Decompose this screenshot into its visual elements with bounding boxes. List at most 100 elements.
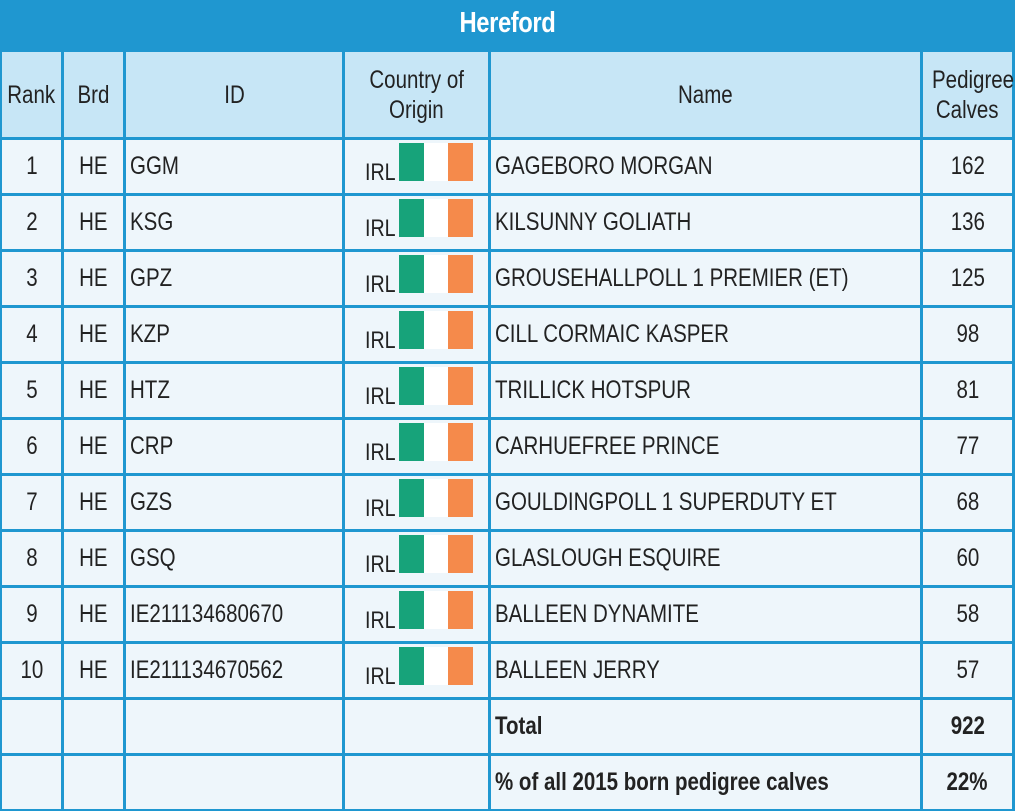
- country-code: IRL: [365, 663, 396, 690]
- flag-green-band: [399, 535, 424, 573]
- origin-cell: IRL: [345, 196, 491, 252]
- calves-cell: 77: [923, 420, 1012, 476]
- rank-cell: 6: [2, 420, 64, 476]
- table-row: 1 HE GGM IRL GAGEBORO MORGAN 162: [2, 140, 1012, 196]
- rank-cell: 9: [2, 588, 64, 644]
- id-cell: KSG: [126, 196, 345, 252]
- name-cell: BALLEEN DYNAMITE: [491, 588, 923, 644]
- percent-label: % of all 2015 born pedigree calves: [491, 756, 923, 809]
- rank-cell: 3: [2, 252, 64, 308]
- calves-cell: 125: [923, 252, 1012, 308]
- rank-cell: 1: [2, 140, 64, 196]
- flag-orange-band: [448, 423, 474, 461]
- flag-green-band: [399, 479, 424, 517]
- flag-white-band: [423, 311, 449, 349]
- calves-cell: 68: [923, 476, 1012, 532]
- ireland-flag-icon: [399, 199, 474, 237]
- name-cell: CILL CORMAIC KASPER: [491, 308, 923, 364]
- origin-cell: IRL: [345, 252, 491, 308]
- country-code: IRL: [365, 383, 396, 410]
- total-label: Total: [491, 700, 923, 756]
- table-row: 9 HE IE211134680670 IRL BALLEEN DYNAMITE 58: [2, 588, 1012, 644]
- country-code: IRL: [365, 327, 396, 354]
- flag-orange-band: [448, 199, 474, 237]
- flag-orange-band: [448, 255, 474, 293]
- header-rank: Rank: [2, 52, 64, 140]
- percent-value: 22%: [923, 756, 1012, 809]
- id-cell: GGM: [126, 140, 345, 196]
- origin-cell: IRL: [345, 588, 491, 644]
- id-cell: KZP: [126, 308, 345, 364]
- ireland-flag-icon: [399, 143, 474, 181]
- header-name: Name: [491, 52, 923, 140]
- flag-white-band: [423, 535, 449, 573]
- header-brd: Brd: [64, 52, 126, 140]
- flag-green-band: [399, 143, 424, 181]
- rank-cell: 4: [2, 308, 64, 364]
- brd-cell: HE: [64, 588, 126, 644]
- id-cell: GZS: [126, 476, 345, 532]
- name-cell: GAGEBORO MORGAN: [491, 140, 923, 196]
- flag-green-band: [399, 367, 424, 405]
- flag-green-band: [399, 423, 424, 461]
- brd-cell: HE: [64, 196, 126, 252]
- flag-green-band: [399, 255, 424, 293]
- calves-cell: 58: [923, 588, 1012, 644]
- origin-cell: IRL: [345, 476, 491, 532]
- brd-cell: HE: [64, 308, 126, 364]
- table-title: Hereford: [459, 7, 556, 39]
- flag-green-band: [399, 199, 424, 237]
- header-row: Rank Brd ID Country of Origin Name Pedig…: [2, 52, 1014, 140]
- flag-orange-band: [448, 479, 474, 517]
- table-row: 10 HE IE211134670562 IRL BALLEEN JERRY 57: [2, 644, 1012, 700]
- name-cell: TRILLICK HOTSPUR: [491, 364, 923, 420]
- flag-green-band: [399, 647, 424, 685]
- origin-cell: IRL: [345, 308, 491, 364]
- calves-cell: 162: [923, 140, 1012, 196]
- id-cell: GSQ: [126, 532, 345, 588]
- id-cell: IE211134680670: [126, 588, 345, 644]
- table-row: 6 HE CRP IRL CARHUEFREE PRINCE 77: [2, 420, 1012, 476]
- table-row: 7 HE GZS IRL GOULDINGPOLL 1 SUPERDUTY ET 68: [2, 476, 1012, 532]
- total-row: Total 922: [2, 700, 1012, 756]
- ireland-flag-icon: [399, 479, 474, 517]
- table-row: 3 HE GPZ IRL GROUSEHALLPOLL 1 PREMIER (ET) 12…: [2, 252, 1012, 308]
- percent-row: % of all 2015 born pedigree calves 22%: [2, 756, 1012, 809]
- country-code: IRL: [365, 159, 396, 186]
- flag-white-band: [423, 367, 449, 405]
- flag-orange-band: [448, 143, 474, 181]
- ireland-flag-icon: [399, 311, 474, 349]
- rank-cell: 8: [2, 532, 64, 588]
- table-row: 4 HE KZP IRL CILL CORMAIC KASPER 98: [2, 308, 1012, 364]
- calves-cell: 60: [923, 532, 1012, 588]
- origin-cell: IRL: [345, 420, 491, 476]
- rank-cell: 5: [2, 364, 64, 420]
- flag-white-band: [423, 143, 449, 181]
- calves-cell: 98: [923, 308, 1012, 364]
- ireland-flag-icon: [399, 535, 474, 573]
- brd-cell: HE: [64, 252, 126, 308]
- sire-table: Rank Brd ID Country of Origin Name Pedig…: [2, 52, 1014, 809]
- brd-cell: HE: [64, 476, 126, 532]
- table-row: 8 HE GSQ IRL GLASLOUGH ESQUIRE 60: [2, 532, 1012, 588]
- name-cell: BALLEEN JERRY: [491, 644, 923, 700]
- country-code: IRL: [365, 551, 396, 578]
- name-cell: GLASLOUGH ESQUIRE: [491, 532, 923, 588]
- country-code: IRL: [365, 495, 396, 522]
- flag-orange-band: [448, 591, 474, 629]
- country-code: IRL: [365, 215, 396, 242]
- flag-white-band: [423, 591, 449, 629]
- header-country-of-origin: Country of Origin: [345, 52, 491, 140]
- rank-cell: 2: [2, 196, 64, 252]
- country-code: IRL: [365, 271, 396, 298]
- ireland-flag-icon: [399, 647, 474, 685]
- flag-orange-band: [448, 311, 474, 349]
- table-row: 2 HE KSG IRL KILSUNNY GOLIATH 136: [2, 196, 1012, 252]
- origin-cell: IRL: [345, 644, 491, 700]
- origin-cell: IRL: [345, 140, 491, 196]
- flag-white-band: [423, 479, 449, 517]
- total-value: 922: [923, 700, 1012, 756]
- flag-orange-band: [448, 535, 474, 573]
- id-cell: CRP: [126, 420, 345, 476]
